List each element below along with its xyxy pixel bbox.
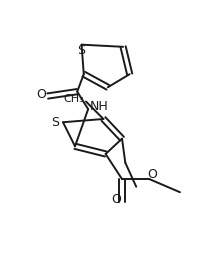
Text: CH₃: CH₃ bbox=[64, 94, 84, 104]
Text: O: O bbox=[111, 193, 121, 206]
Text: O: O bbox=[37, 88, 46, 101]
Text: S: S bbox=[78, 44, 86, 57]
Text: S: S bbox=[51, 116, 59, 129]
Text: NH: NH bbox=[90, 100, 108, 113]
Text: O: O bbox=[148, 168, 158, 181]
